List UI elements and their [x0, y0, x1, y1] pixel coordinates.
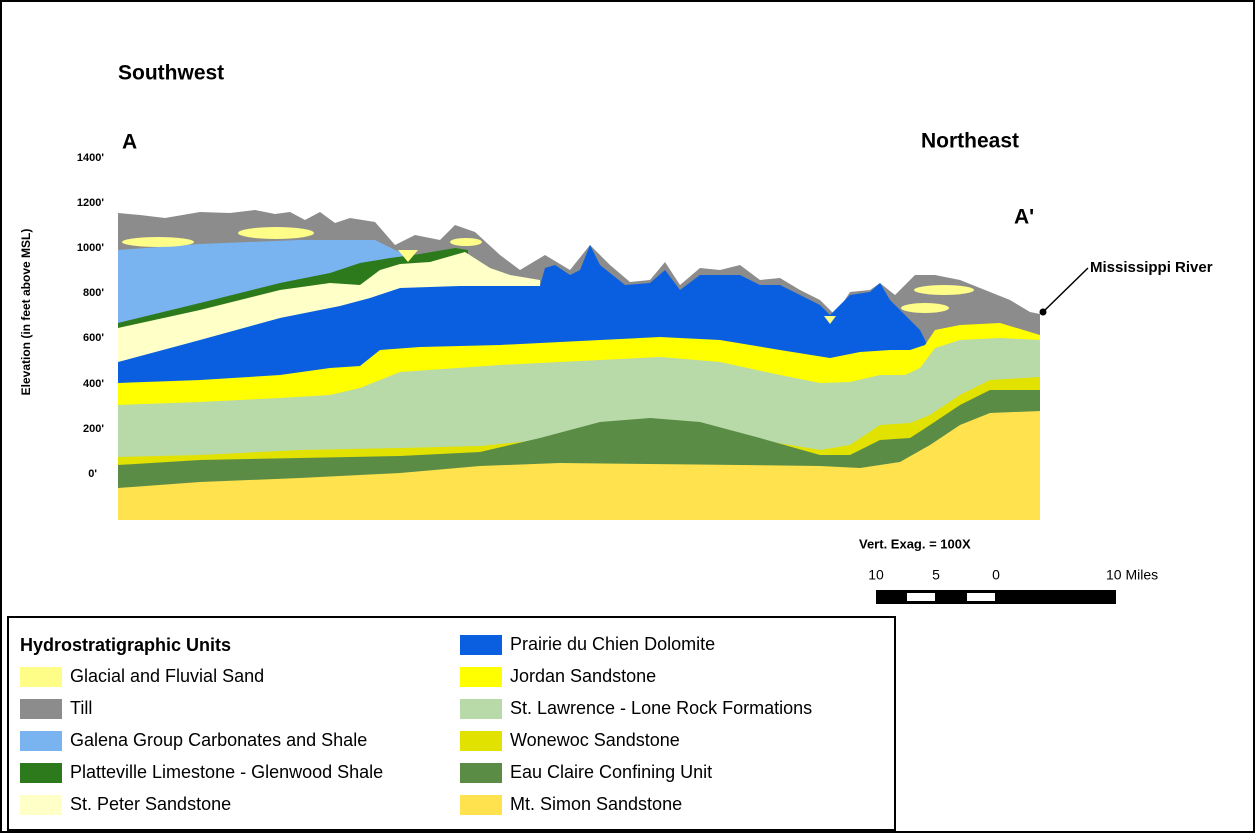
legend-item: St. Peter Sandstone — [70, 794, 231, 814]
tick-label: 400' — [83, 378, 104, 390]
vert-exag: Vert. Exag. = 100X — [859, 536, 971, 551]
tick-label: 200' — [83, 423, 104, 435]
scale-label: 0 — [992, 567, 1000, 583]
legend-item: Till — [70, 698, 92, 718]
legend-title: Hydrostratigraphic Units — [20, 635, 231, 655]
legend-item: Prairie du Chien Dolomite — [510, 634, 715, 654]
tick-label: 1000' — [77, 242, 104, 254]
tick-label: 800' — [83, 287, 104, 299]
legend-item: Mt. Simon Sandstone — [510, 794, 682, 814]
tick-label: 1200' — [77, 197, 104, 209]
legend-item: Glacial and Fluvial Sand — [70, 666, 264, 686]
cross-section-figure: Southwest A Northeast A' Mississippi Riv… — [0, 0, 1255, 833]
legend-item: Jordan Sandstone — [510, 666, 656, 686]
legend: Hydrostratigraphic Units Glacial and Flu… — [8, 617, 895, 830]
northeast-label: Northeast — [921, 130, 1019, 153]
legend-item: Eau Claire Confining Unit — [510, 762, 712, 782]
southwest-label: Southwest — [118, 62, 224, 85]
river-label: Mississippi River — [1090, 259, 1213, 276]
legend-item: Platteville Limestone - Glenwood Shale — [70, 762, 383, 782]
legend-item: Wonewoc Sandstone — [510, 730, 680, 750]
legend-item: St. Lawrence - Lone Rock Formations — [510, 698, 812, 718]
axis-title: Elevation (in feet above MSL) — [19, 229, 33, 396]
tick-label: 1400' — [77, 152, 104, 164]
tick-label: 0' — [88, 468, 97, 480]
river-dot — [1040, 309, 1047, 316]
tick-label: 600' — [83, 332, 104, 344]
scale-label: 5 — [932, 567, 940, 583]
a-prime-label: A' — [1014, 206, 1034, 229]
a-label: A — [122, 131, 137, 154]
scale-label: 10 — [868, 567, 884, 583]
scale-label: 10 Miles — [1106, 567, 1158, 583]
legend-item: Galena Group Carbonates and Shale — [70, 730, 367, 750]
